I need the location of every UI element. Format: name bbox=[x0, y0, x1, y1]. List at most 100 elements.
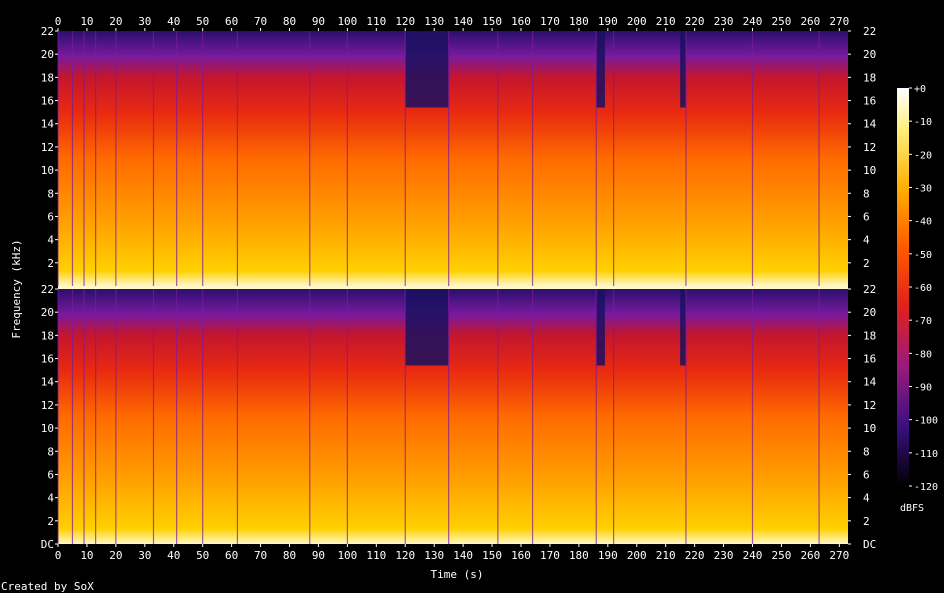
x-tick-label: 180 bbox=[569, 15, 589, 28]
x-tick-label: 40 bbox=[167, 549, 180, 562]
x-tick-label: 130 bbox=[424, 549, 444, 562]
x-tick-label: 140 bbox=[453, 15, 473, 28]
y-tick-label: 22 bbox=[863, 25, 876, 38]
x-tick-label: 60 bbox=[225, 15, 238, 28]
x-tick-label: 250 bbox=[772, 549, 792, 562]
x-tick-label: 230 bbox=[714, 15, 734, 28]
y-axis-left: 2 4 6 8 10 12 14 16 18 20 22 DC 2 4 6 8 10 12 14 16 18 20 22 bbox=[41, 25, 58, 551]
colorbar-tick-label: -10 bbox=[914, 117, 932, 128]
x-tick-label: 260 bbox=[800, 549, 820, 562]
channel-1-spectrum bbox=[58, 31, 848, 286]
channel-2-onsets bbox=[57, 289, 820, 544]
colorbar-tick-label: -60 bbox=[914, 283, 932, 294]
colorbar-tick-label: -70 bbox=[914, 316, 932, 327]
y-tick-label: 10 bbox=[863, 164, 876, 177]
y-tick-label: 16 bbox=[41, 353, 54, 366]
y-tick-label: 18 bbox=[41, 329, 54, 342]
y-tick-label: 16 bbox=[863, 95, 876, 108]
channel-2-quiet-regions bbox=[405, 289, 686, 366]
y-tick-label: 14 bbox=[41, 118, 55, 131]
y-axis-label: Frequency (kHz) bbox=[10, 239, 23, 338]
x-axis-top: 0 10 20 30 40 50 60 70 80 90 100 110 120 130 140 150 160… bbox=[55, 15, 849, 31]
x-tick-label: 190 bbox=[598, 549, 618, 562]
footer-credit: Created by SoX bbox=[1, 580, 94, 593]
x-tick-label: 70 bbox=[254, 15, 267, 28]
y-tick-label: 12 bbox=[41, 141, 54, 154]
x-tick-label: 170 bbox=[540, 15, 560, 28]
colorbar-label: dBFS bbox=[900, 503, 924, 514]
y-tick-label: 20 bbox=[863, 48, 876, 61]
channel-1-plot bbox=[57, 31, 848, 286]
x-tick-label: 150 bbox=[482, 15, 502, 28]
x-tick-label: 130 bbox=[424, 15, 444, 28]
x-tick-label: 150 bbox=[482, 549, 502, 562]
y-tick-label: 2 bbox=[863, 515, 870, 528]
y-tick-label: 16 bbox=[41, 95, 54, 108]
colorbar-tick-label: -80 bbox=[914, 349, 932, 360]
y-tick-label: 20 bbox=[41, 48, 54, 61]
x-tick-label: 70 bbox=[254, 549, 267, 562]
x-tick-label: 50 bbox=[196, 549, 209, 562]
y-tick-label: 10 bbox=[41, 422, 54, 435]
x-axis-bottom: 0 10 20 30 40 50 60 70 80 90 100 110 120 130 140 150 160… bbox=[55, 544, 849, 562]
x-tick-label: 20 bbox=[109, 549, 122, 562]
y-tick-label: 8 bbox=[863, 187, 870, 200]
x-tick-label: 180 bbox=[569, 549, 589, 562]
y-tick-label: 12 bbox=[863, 141, 876, 154]
x-tick-label: 250 bbox=[772, 15, 792, 28]
quiet-segment bbox=[596, 31, 605, 108]
y-tick-label: 2 bbox=[863, 257, 870, 270]
x-tick-label: 110 bbox=[366, 549, 386, 562]
y-tick-label: 6 bbox=[863, 210, 870, 223]
quiet-segment bbox=[680, 31, 686, 108]
y-tick-label: 12 bbox=[41, 399, 54, 412]
x-axis-label: Time (s) bbox=[431, 568, 484, 581]
colorbar-tick-label: -30 bbox=[914, 184, 932, 195]
x-tick-label: 50 bbox=[196, 15, 209, 28]
colorbar-tick-label: -110 bbox=[914, 449, 938, 460]
y-tick-label: 22 bbox=[863, 283, 876, 296]
x-tick-label: 200 bbox=[627, 15, 647, 28]
x-tick-label: 270 bbox=[829, 15, 849, 28]
channel-2-spectrum bbox=[58, 289, 848, 544]
quiet-segment bbox=[405, 289, 449, 366]
x-tick-label: 210 bbox=[656, 549, 676, 562]
y-tick-label: 6 bbox=[47, 468, 54, 481]
x-tick-label: 120 bbox=[395, 15, 415, 28]
y-tick-label: 10 bbox=[41, 164, 54, 177]
x-tick-label: 220 bbox=[685, 15, 705, 28]
y-tick-label: 14 bbox=[863, 376, 877, 389]
y-tick-label: 20 bbox=[41, 306, 54, 319]
y-tick-label: 8 bbox=[47, 445, 54, 458]
x-tick-label: 30 bbox=[138, 15, 151, 28]
x-tick-label: 210 bbox=[656, 15, 676, 28]
x-tick-label: 270 bbox=[829, 549, 849, 562]
colorbar-tick-label: -90 bbox=[914, 383, 932, 394]
x-tick-label: 170 bbox=[540, 549, 560, 562]
x-tick-label: 30 bbox=[138, 549, 151, 562]
channel-1-onsets bbox=[57, 31, 820, 286]
y-tick-label: DC bbox=[863, 538, 876, 551]
y-tick-label: 10 bbox=[863, 422, 876, 435]
x-tick-label: 160 bbox=[511, 549, 531, 562]
channel-divider bbox=[58, 286, 848, 289]
y-tick-label: 16 bbox=[863, 353, 876, 366]
y-tick-label: 18 bbox=[863, 329, 876, 342]
x-tick-label: 60 bbox=[225, 549, 238, 562]
colorbar-tick-label: -100 bbox=[914, 416, 938, 427]
channel-2-plot bbox=[57, 289, 848, 544]
x-tick-label: 80 bbox=[283, 15, 296, 28]
y-tick-label: 4 bbox=[47, 234, 54, 247]
y-tick-label: 2 bbox=[47, 515, 54, 528]
channel-1-quiet-regions bbox=[405, 31, 686, 108]
x-tick-label: 240 bbox=[743, 15, 763, 28]
colorbar-ticks: +0 -10 -20 -30 -40 -50 -60 -70 -80 -90 -100 -110 -12… bbox=[909, 84, 938, 493]
x-tick-label: 10 bbox=[80, 15, 93, 28]
quiet-segment bbox=[680, 289, 686, 366]
y-tick-label: 22 bbox=[41, 25, 54, 38]
y-tick-label: 4 bbox=[47, 492, 54, 505]
colorbar-tick-label: +0 bbox=[914, 84, 926, 95]
y-axis-right: 2 4 6 8 10 12 14 16 18 20 22 DC 2 4 6 8 10 12 14 16 18 20 22 bbox=[848, 25, 877, 551]
x-tick-label: 100 bbox=[337, 15, 357, 28]
